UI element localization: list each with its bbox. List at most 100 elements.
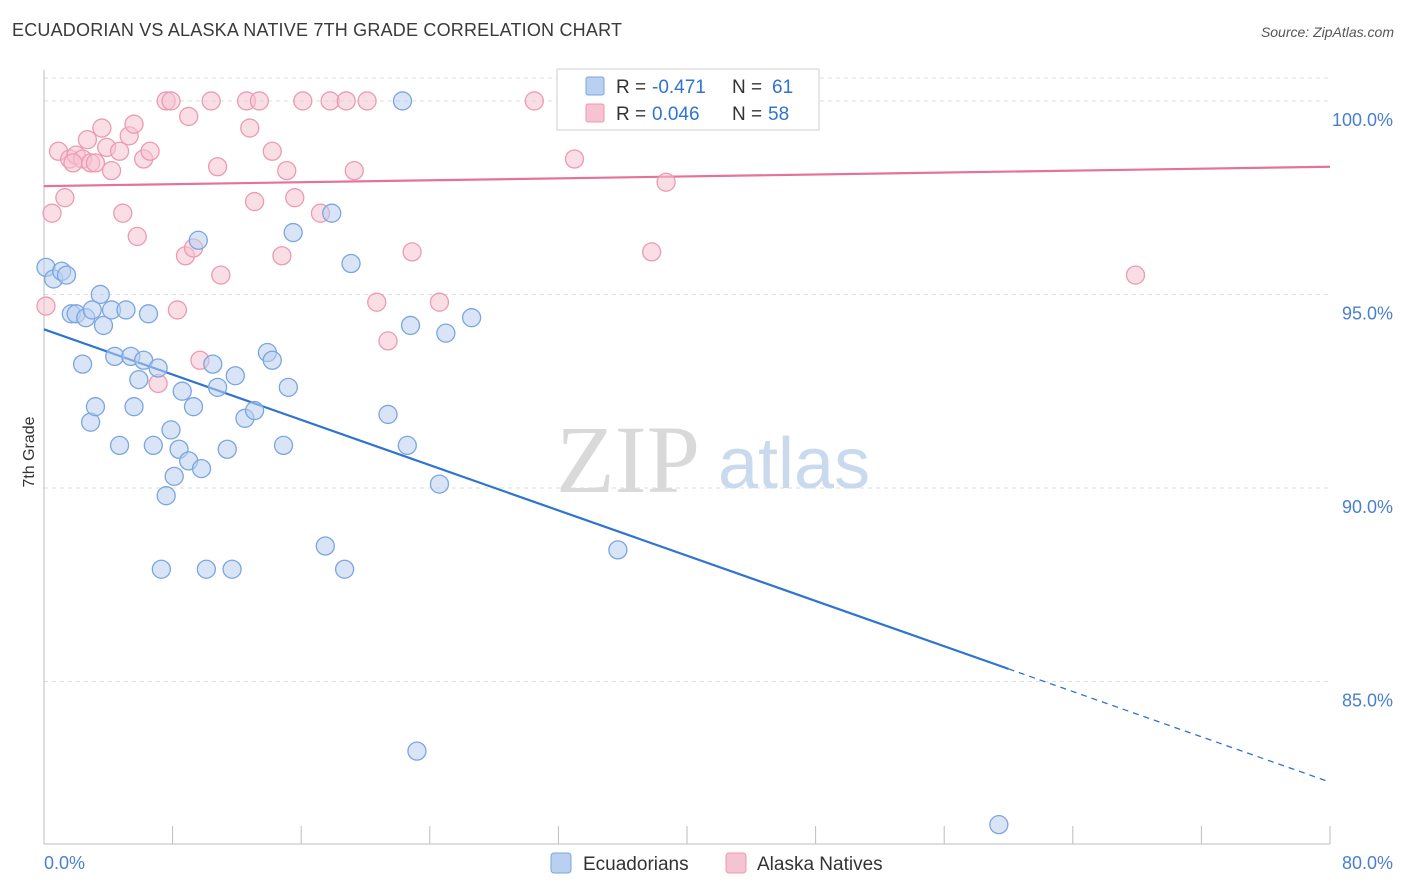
x-tick-label-max: 80.0% xyxy=(1342,853,1393,873)
alaska-native-point xyxy=(101,160,122,181)
legend-r-label-1: R = xyxy=(616,77,646,98)
legend-swatch-ecuadorians xyxy=(585,76,605,96)
alaska-native-point xyxy=(42,203,62,223)
ecuadorian-point xyxy=(461,308,482,328)
legend-r-label-2: R = xyxy=(616,104,646,125)
ecuadorian-point xyxy=(124,397,144,417)
ecuadorian-point xyxy=(90,284,110,305)
ecuadorian-point xyxy=(334,559,355,579)
alaska-native-point xyxy=(1125,265,1146,285)
legend-swatch-ecuadorians-bottom xyxy=(550,852,572,874)
x-tick-labels: 0.0% 80.0% xyxy=(44,853,1393,873)
ecuadorian-point xyxy=(262,350,282,370)
alaska-native-point xyxy=(92,118,112,138)
ecuadorian-point xyxy=(217,439,237,459)
alaska-native-point xyxy=(179,106,199,127)
legend-r-value-1: -0.471 xyxy=(652,77,706,98)
alaska-native-point xyxy=(201,91,221,111)
correlation-legend: R = -0.471 N = 61 R = 0.046 N = 58 xyxy=(556,68,820,131)
ecuadorian-point xyxy=(148,358,168,378)
ecuadorian-point xyxy=(400,315,421,336)
legend-swatch-alaska-natives xyxy=(585,103,605,123)
alaska-native-point xyxy=(262,141,282,161)
ecuadorian-point xyxy=(116,300,136,320)
ecuadorian-point xyxy=(109,435,130,456)
alaska-native-trend-line xyxy=(43,165,1331,188)
trend-lines xyxy=(43,165,1331,783)
alaska-native-point xyxy=(207,157,228,177)
alaska-native-point xyxy=(109,141,130,161)
ecuadorian-point xyxy=(151,559,171,579)
alaska-native-point xyxy=(124,114,144,134)
alaska-native-point xyxy=(77,130,98,150)
y-tick-label: 90.0% xyxy=(1342,497,1393,517)
alaska-native-point xyxy=(367,292,387,312)
ecuadorian-point xyxy=(85,397,106,417)
ecuadorian-point xyxy=(203,354,223,374)
data-points xyxy=(36,91,1146,835)
ecuadorian-point xyxy=(341,253,361,274)
ecuadorian-point xyxy=(72,354,93,374)
y-tick-label: 100.0% xyxy=(1332,110,1393,130)
alaska-native-point xyxy=(249,91,270,111)
ecuadorian-point xyxy=(283,222,303,243)
alaska-native-point xyxy=(357,91,377,111)
ecuadorian-trend-line xyxy=(43,328,1009,670)
alaska-native-point xyxy=(161,91,181,111)
ecuadorian-point xyxy=(273,435,294,456)
alaska-native-point xyxy=(402,242,422,262)
ecuadorian-point xyxy=(172,381,192,401)
alaska-native-point xyxy=(211,265,231,285)
series-legend: Ecuadorians Alaska Natives xyxy=(550,852,883,875)
ecuadorian-point xyxy=(429,474,450,494)
ecuadorian-point xyxy=(392,91,413,111)
alaska-native-point xyxy=(167,300,188,320)
x-tick-label-min: 0.0% xyxy=(44,853,85,873)
legend-n-value-1: 61 xyxy=(772,77,793,98)
ecuadorian-point xyxy=(56,265,77,285)
alaska-native-point xyxy=(277,160,297,181)
alaska-native-point xyxy=(240,118,260,138)
legend-swatch-alaska-natives-bottom xyxy=(725,852,747,874)
ecuadorian-point xyxy=(161,420,181,440)
alaska-native-point xyxy=(36,296,56,316)
alaska-native-point xyxy=(127,226,147,247)
chart-title: ECUADORIAN VS ALASKA NATIVE 7TH GRADE CO… xyxy=(12,20,623,40)
alaska-native-point xyxy=(656,172,676,192)
legend-n-label-1: N = xyxy=(732,77,762,98)
alaska-native-point xyxy=(55,188,75,208)
legend-label-alaska-natives: Alaska Natives xyxy=(757,854,883,875)
legend-label-ecuadorians: Ecuadorians xyxy=(583,854,689,875)
zipatlas-watermark: ZIP atlas xyxy=(556,406,870,513)
ecuadorian-point xyxy=(93,315,114,336)
ecuadorian-point xyxy=(188,230,208,250)
watermark-atlas: atlas xyxy=(718,424,870,504)
alaska-native-point xyxy=(140,141,160,161)
ecuadorian-point xyxy=(315,536,335,556)
ecuadorian-point xyxy=(138,304,159,324)
alaska-native-point xyxy=(285,188,305,208)
ecuadorian-point xyxy=(196,559,217,579)
ecuadorian-point xyxy=(244,400,265,421)
axes xyxy=(43,70,1331,845)
ecuadorian-point xyxy=(608,540,628,560)
alaska-native-point xyxy=(320,91,340,111)
ecuadorian-point xyxy=(322,203,342,223)
alaska-native-point xyxy=(85,153,106,173)
alaska-native-point xyxy=(641,242,662,262)
source-label: Source: ZipAtlas.com xyxy=(1260,24,1394,40)
alaska-native-point xyxy=(429,292,450,312)
ecuadorian-point xyxy=(156,486,176,506)
alaska-native-point xyxy=(378,331,398,351)
ecuadorian-point xyxy=(164,466,184,487)
legend-r-value-2: 0.046 xyxy=(652,104,700,125)
ecuadorian-point xyxy=(989,815,1009,835)
alaska-native-point xyxy=(524,91,544,111)
ecuadorian-trend-line-extension xyxy=(1008,668,1331,783)
legend-n-value-2: 58 xyxy=(768,104,789,125)
alaska-native-point xyxy=(344,160,364,181)
alaska-native-point xyxy=(244,191,265,212)
alaska-native-point xyxy=(336,91,356,111)
legend-n-label-2: N = xyxy=(732,104,762,125)
